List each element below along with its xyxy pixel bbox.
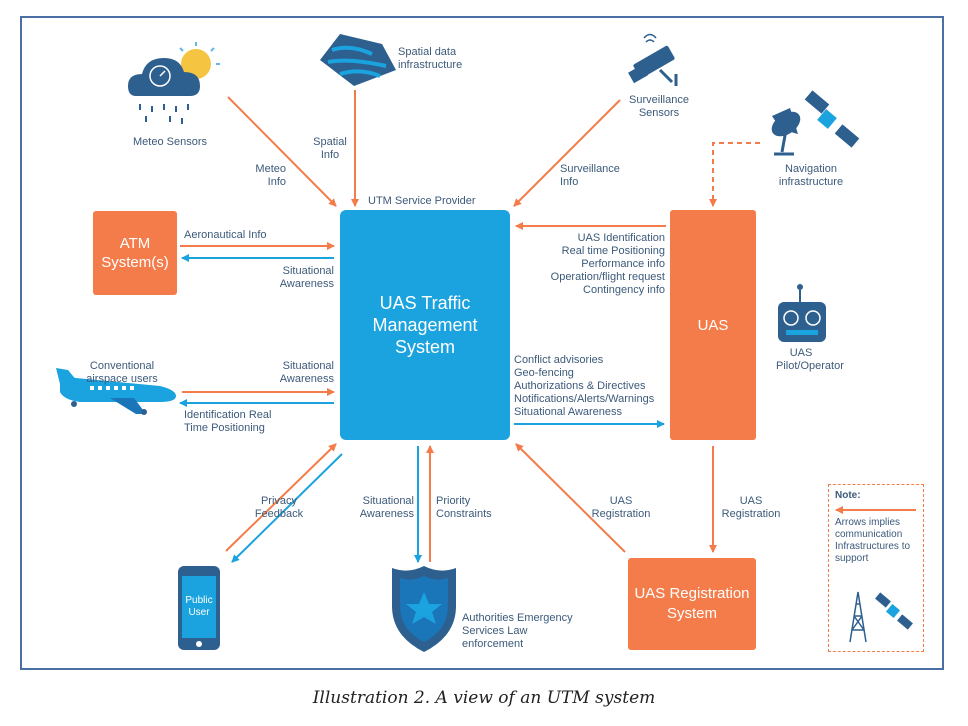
note-text: Arrows implies communication Infrastruct…: [835, 517, 911, 564]
surveillance-info-label: Surveillance Info: [560, 163, 620, 188]
note-title: Note:: [835, 490, 861, 501]
aeronautical-info-label: Aeronautical Info: [184, 229, 267, 241]
public-user-label: Public User: [185, 595, 213, 618]
contingency-info-label: Contingency info: [583, 284, 665, 296]
figure-caption: Illustration 2. A view of an UTM system: [312, 688, 656, 708]
surveillance-sensors-label: Surveillance Sensors: [629, 94, 689, 119]
cloud-sensor-icon: [128, 42, 220, 124]
authorizations-label: Authorizations & Directives: [514, 380, 646, 392]
camera-icon: [628, 33, 678, 86]
spatial-info-label: Spatial Info: [313, 136, 347, 161]
atm-system-box: ATM System(s): [93, 211, 177, 295]
priority-constraints-label: Priority Constraints: [436, 495, 492, 520]
authorities-situational-awareness-label: Situational Awareness: [359, 495, 414, 520]
utm-to-uas-labels: Conflict advisories Geo-fencing Authoriz…: [514, 354, 654, 419]
operation-request-label: Operation/flight request: [550, 271, 665, 283]
performance-info-label: Performance info: [581, 258, 665, 270]
authorities-label: Authorities Emergency Services Law enfor…: [462, 612, 573, 650]
provider-label: UTM Service Provider: [368, 195, 476, 207]
registration-to-utm-arrow: [515, 443, 626, 553]
geo-fencing-label: Geo-fencing: [514, 367, 574, 379]
surveillance-arrow: [513, 99, 621, 207]
uas-to-utm-labels: UAS Identification Real time Positioning…: [520, 232, 665, 297]
uas-title: UAS: [697, 316, 729, 334]
uas-situational-awareness-label: Situational Awareness: [514, 406, 623, 418]
navigation-infrastructure-label: Navigation infrastructure: [778, 163, 844, 188]
identification-positioning-label: Identification Real Time Positioning: [184, 409, 272, 434]
note-box: Note: Arrows implies communication Infra…: [828, 484, 924, 652]
utm-to-public-arrow: [231, 453, 343, 563]
privacy-feedback-label: Privacy Feedback: [254, 495, 304, 520]
meteo-arrow: [227, 96, 337, 207]
uas-box: UAS: [670, 210, 756, 440]
registration-title: UAS Registration System: [634, 585, 750, 622]
meteo-info-label: Meteo Info: [255, 163, 286, 188]
utm-title: UAS Traffic Management System: [372, 293, 478, 357]
airspace-users-label: Conventional airspace users: [86, 360, 158, 385]
phone-icon: [178, 566, 220, 650]
badge-icon: [392, 566, 456, 652]
atm-situational-awareness-label: Situational Awareness: [279, 265, 334, 290]
uas-identification-label: UAS Identification: [577, 232, 665, 244]
atm-title: ATM System(s): [101, 235, 169, 271]
uas-to-registration-label: UAS Registration: [721, 495, 781, 520]
map-icon: [320, 34, 396, 86]
public-to-utm-arrow: [225, 443, 337, 552]
real-time-positioning-label: Real time Positioning: [561, 245, 665, 257]
remote-controller-icon: [778, 284, 826, 342]
satellite-icon: [804, 90, 860, 148]
satellite-dish-icon: [771, 108, 801, 156]
navigation-dashed-arrow: [709, 142, 760, 207]
utm-system-box: UAS Traffic Management System: [340, 210, 510, 440]
meteo-sensors-label: Meteo Sensors: [133, 136, 207, 148]
conflict-advisories-label: Conflict advisories: [514, 354, 604, 366]
spatial-data-label: Spatial data infrastructure: [398, 46, 463, 71]
airplane-icon: [56, 368, 176, 415]
tower-icon: [849, 591, 913, 643]
registration-to-utm-label: UAS Registration: [591, 495, 651, 520]
registration-system-box: UAS Registration System: [628, 558, 756, 650]
notifications-label: Notifications/Alerts/Warnings: [514, 393, 655, 405]
uas-pilot-label: UAS Pilot/Operator: [776, 347, 844, 372]
airspace-situational-awareness-label: Situational Awareness: [279, 360, 334, 385]
